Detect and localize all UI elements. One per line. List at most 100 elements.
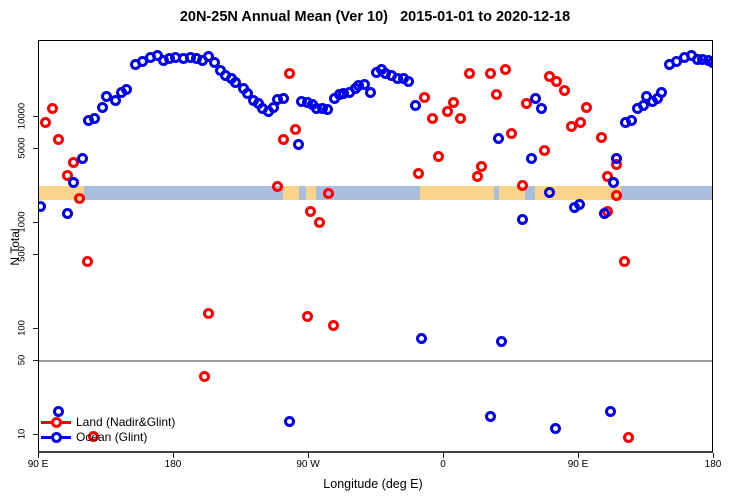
data-point bbox=[327, 319, 339, 331]
band-land-segment bbox=[306, 186, 317, 201]
data-point bbox=[495, 335, 507, 347]
data-point bbox=[304, 206, 316, 218]
data-point bbox=[96, 101, 108, 113]
data-point bbox=[302, 311, 314, 323]
data-point bbox=[551, 75, 563, 87]
y-tick-label: 100 bbox=[16, 320, 28, 336]
data-point bbox=[61, 208, 73, 220]
data-point bbox=[321, 104, 333, 116]
data-point bbox=[566, 121, 578, 133]
x-tick-mark bbox=[578, 453, 579, 458]
data-point bbox=[499, 64, 511, 76]
x-tick-mark bbox=[308, 453, 309, 458]
data-point bbox=[426, 112, 438, 124]
legend-label-ocean: Ocean (Glint) bbox=[76, 430, 148, 445]
data-point bbox=[529, 92, 541, 104]
data-point bbox=[293, 139, 305, 151]
data-point bbox=[536, 102, 548, 114]
legend-item-ocean: Ocean (Glint) bbox=[41, 430, 175, 445]
data-point bbox=[625, 114, 637, 126]
data-point bbox=[76, 152, 88, 164]
data-point bbox=[637, 100, 649, 112]
data-point bbox=[198, 370, 210, 382]
data-point bbox=[358, 78, 370, 90]
y-tick-label: 10000 bbox=[16, 102, 28, 130]
data-point bbox=[88, 112, 100, 124]
data-point bbox=[364, 87, 376, 99]
y-tick-mark bbox=[33, 359, 38, 361]
data-point bbox=[53, 406, 65, 418]
band-land-segment bbox=[39, 186, 84, 201]
data-point bbox=[415, 332, 427, 344]
y-tick-label: 10 bbox=[16, 428, 28, 440]
band-land-segment bbox=[535, 186, 621, 201]
data-point bbox=[471, 171, 483, 183]
data-point bbox=[136, 56, 148, 68]
data-point bbox=[241, 88, 253, 100]
data-point bbox=[73, 193, 85, 205]
x-tick-label: 180 bbox=[704, 459, 722, 470]
land-marker-icon bbox=[41, 417, 71, 429]
data-point bbox=[611, 190, 623, 202]
x-tick-label: 90 E bbox=[27, 459, 49, 470]
x-tick-mark bbox=[38, 453, 39, 458]
data-point bbox=[491, 89, 503, 101]
y-tick-mark bbox=[33, 253, 38, 255]
data-point bbox=[87, 431, 99, 443]
data-point bbox=[272, 180, 284, 192]
data-point bbox=[289, 124, 301, 136]
data-point bbox=[543, 187, 555, 199]
x-tick-mark bbox=[173, 453, 174, 458]
data-point bbox=[516, 214, 528, 226]
data-point bbox=[432, 151, 444, 163]
legend: Land (Nadir&Glint) Ocean (Glint) bbox=[41, 415, 175, 445]
data-point bbox=[314, 216, 326, 228]
y-tick-mark bbox=[33, 116, 38, 117]
data-point bbox=[39, 201, 47, 213]
data-point bbox=[120, 84, 132, 96]
data-point bbox=[463, 67, 475, 79]
data-point bbox=[558, 85, 570, 97]
data-point bbox=[410, 100, 422, 112]
data-point bbox=[706, 56, 712, 68]
data-point bbox=[573, 199, 585, 211]
data-point bbox=[418, 92, 430, 104]
data-point bbox=[202, 308, 214, 320]
data-point bbox=[455, 112, 467, 124]
data-point bbox=[322, 188, 334, 200]
y-tick-mark bbox=[33, 434, 38, 435]
data-point bbox=[278, 134, 290, 146]
x-tick-label: 180 bbox=[164, 459, 182, 470]
data-point bbox=[575, 116, 587, 128]
data-point bbox=[581, 101, 593, 113]
data-point bbox=[549, 423, 561, 435]
data-point bbox=[656, 87, 668, 99]
data-point bbox=[605, 406, 617, 418]
data-point bbox=[623, 432, 635, 444]
legend-label-land: Land (Nadir&Glint) bbox=[76, 415, 176, 430]
data-point bbox=[485, 67, 497, 79]
data-point bbox=[110, 94, 122, 106]
data-point bbox=[484, 410, 496, 422]
y-tick-label: 1000 bbox=[16, 211, 28, 233]
y-tick-mark bbox=[33, 328, 38, 329]
data-point bbox=[208, 56, 220, 68]
data-point bbox=[151, 49, 163, 61]
data-point bbox=[595, 131, 607, 143]
data-point bbox=[68, 157, 80, 169]
data-point bbox=[607, 177, 619, 189]
legend-item-land: Land (Nadir&Glint) bbox=[41, 415, 175, 430]
data-point bbox=[277, 92, 289, 104]
plot-area: Land (Nadir&Glint) Ocean (Glint) bbox=[38, 40, 713, 453]
data-point bbox=[230, 77, 242, 89]
y-tick-label: 5000 bbox=[16, 137, 28, 159]
chart-title: 20N-25N Annual Mean (Ver 10) 2015-01-01 … bbox=[179, 9, 571, 25]
y-tick-mark bbox=[33, 222, 38, 223]
ocean-marker-icon bbox=[41, 432, 71, 444]
x-tick-label: 90 E bbox=[567, 459, 589, 470]
band-land-segment bbox=[283, 186, 299, 201]
x-tick-mark bbox=[443, 453, 444, 458]
data-point bbox=[506, 128, 518, 140]
data-point bbox=[598, 208, 610, 220]
